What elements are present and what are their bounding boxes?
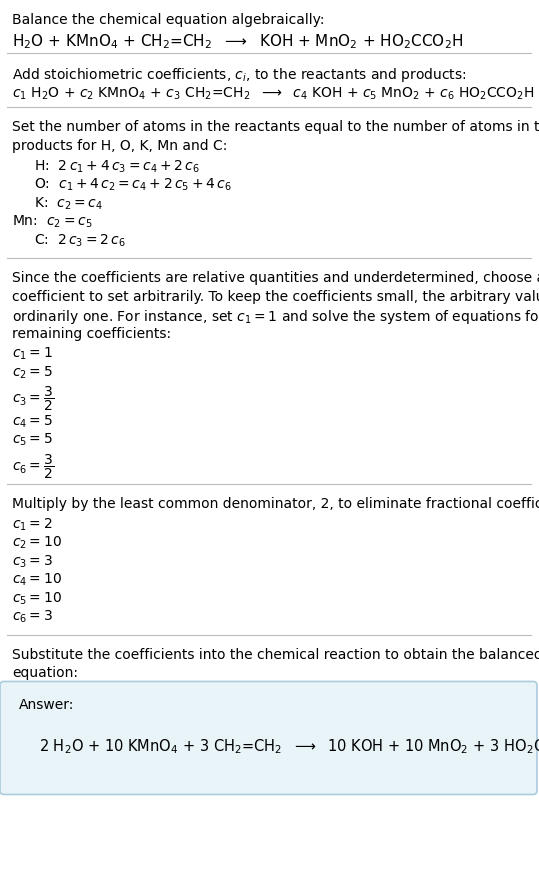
FancyBboxPatch shape (0, 682, 537, 795)
Text: Balance the chemical equation algebraically:: Balance the chemical equation algebraica… (12, 13, 324, 27)
Text: $c_6 = \dfrac{3}{2}$: $c_6 = \dfrac{3}{2}$ (12, 452, 54, 481)
Text: $c_2 = 10$: $c_2 = 10$ (12, 534, 62, 551)
Text: H$_2$O + KMnO$_4$ + CH$_2$=CH$_2$  $\longrightarrow$  KOH + MnO$_2$ + HO$_2$CCO$: H$_2$O + KMnO$_4$ + CH$_2$=CH$_2$ $\long… (12, 33, 463, 51)
Text: coefficient to set arbitrarily. To keep the coefficients small, the arbitrary va: coefficient to set arbitrarily. To keep … (12, 289, 539, 303)
Text: Mn:  $c_2 = c_5$: Mn: $c_2 = c_5$ (12, 213, 93, 230)
Text: C:  $2\,c_3 = 2\,c_6$: C: $2\,c_3 = 2\,c_6$ (34, 232, 126, 249)
Text: $c_5 = 5$: $c_5 = 5$ (12, 432, 53, 448)
Text: $c_1 = 2$: $c_1 = 2$ (12, 516, 53, 533)
Text: $c_4 = 5$: $c_4 = 5$ (12, 414, 53, 430)
Text: $c_5 = 10$: $c_5 = 10$ (12, 590, 62, 607)
Text: Multiply by the least common denominator, 2, to eliminate fractional coefficient: Multiply by the least common denominator… (12, 497, 539, 511)
Text: 2 H$_2$O + 10 KMnO$_4$ + 3 CH$_2$=CH$_2$  $\longrightarrow$  10 KOH + 10 MnO$_2$: 2 H$_2$O + 10 KMnO$_4$ + 3 CH$_2$=CH$_2$… (39, 737, 539, 756)
Text: products for H, O, K, Mn and C:: products for H, O, K, Mn and C: (12, 138, 227, 153)
Text: K:  $c_2 = c_4$: K: $c_2 = c_4$ (34, 195, 103, 212)
Text: $c_3 = \dfrac{3}{2}$: $c_3 = \dfrac{3}{2}$ (12, 385, 54, 413)
Text: O:  $c_1 + 4\,c_2 = c_4 + 2\,c_5 + 4\,c_6$: O: $c_1 + 4\,c_2 = c_4 + 2\,c_5 + 4\,c_6… (34, 176, 232, 193)
Text: Answer:: Answer: (19, 699, 74, 713)
Text: $c_3 = 3$: $c_3 = 3$ (12, 553, 53, 570)
Text: $c_4 = 10$: $c_4 = 10$ (12, 572, 62, 588)
Text: Substitute the coefficients into the chemical reaction to obtain the balanced: Substitute the coefficients into the che… (12, 647, 539, 662)
Text: Add stoichiometric coefficients, $c_i$, to the reactants and products:: Add stoichiometric coefficients, $c_i$, … (12, 66, 467, 84)
Text: ordinarily one. For instance, set $c_1 = 1$ and solve the system of equations fo: ordinarily one. For instance, set $c_1 =… (12, 308, 539, 326)
Text: equation:: equation: (12, 666, 78, 680)
Text: $c_1 = 1$: $c_1 = 1$ (12, 346, 53, 363)
Text: Since the coefficients are relative quantities and underdetermined, choose a: Since the coefficients are relative quan… (12, 271, 539, 285)
Text: $c_6 = 3$: $c_6 = 3$ (12, 609, 53, 625)
Text: remaining coefficients:: remaining coefficients: (12, 326, 171, 340)
Text: $c_1$ H$_2$O + $c_2$ KMnO$_4$ + $c_3$ CH$_2$=CH$_2$  $\longrightarrow$  $c_4$ KO: $c_1$ H$_2$O + $c_2$ KMnO$_4$ + $c_3$ CH… (12, 86, 534, 101)
Text: H:  $2\,c_1 + 4\,c_3 = c_4 + 2\,c_6$: H: $2\,c_1 + 4\,c_3 = c_4 + 2\,c_6$ (34, 158, 200, 175)
Text: $c_2 = 5$: $c_2 = 5$ (12, 364, 53, 381)
Text: Set the number of atoms in the reactants equal to the number of atoms in the: Set the number of atoms in the reactants… (12, 120, 539, 134)
